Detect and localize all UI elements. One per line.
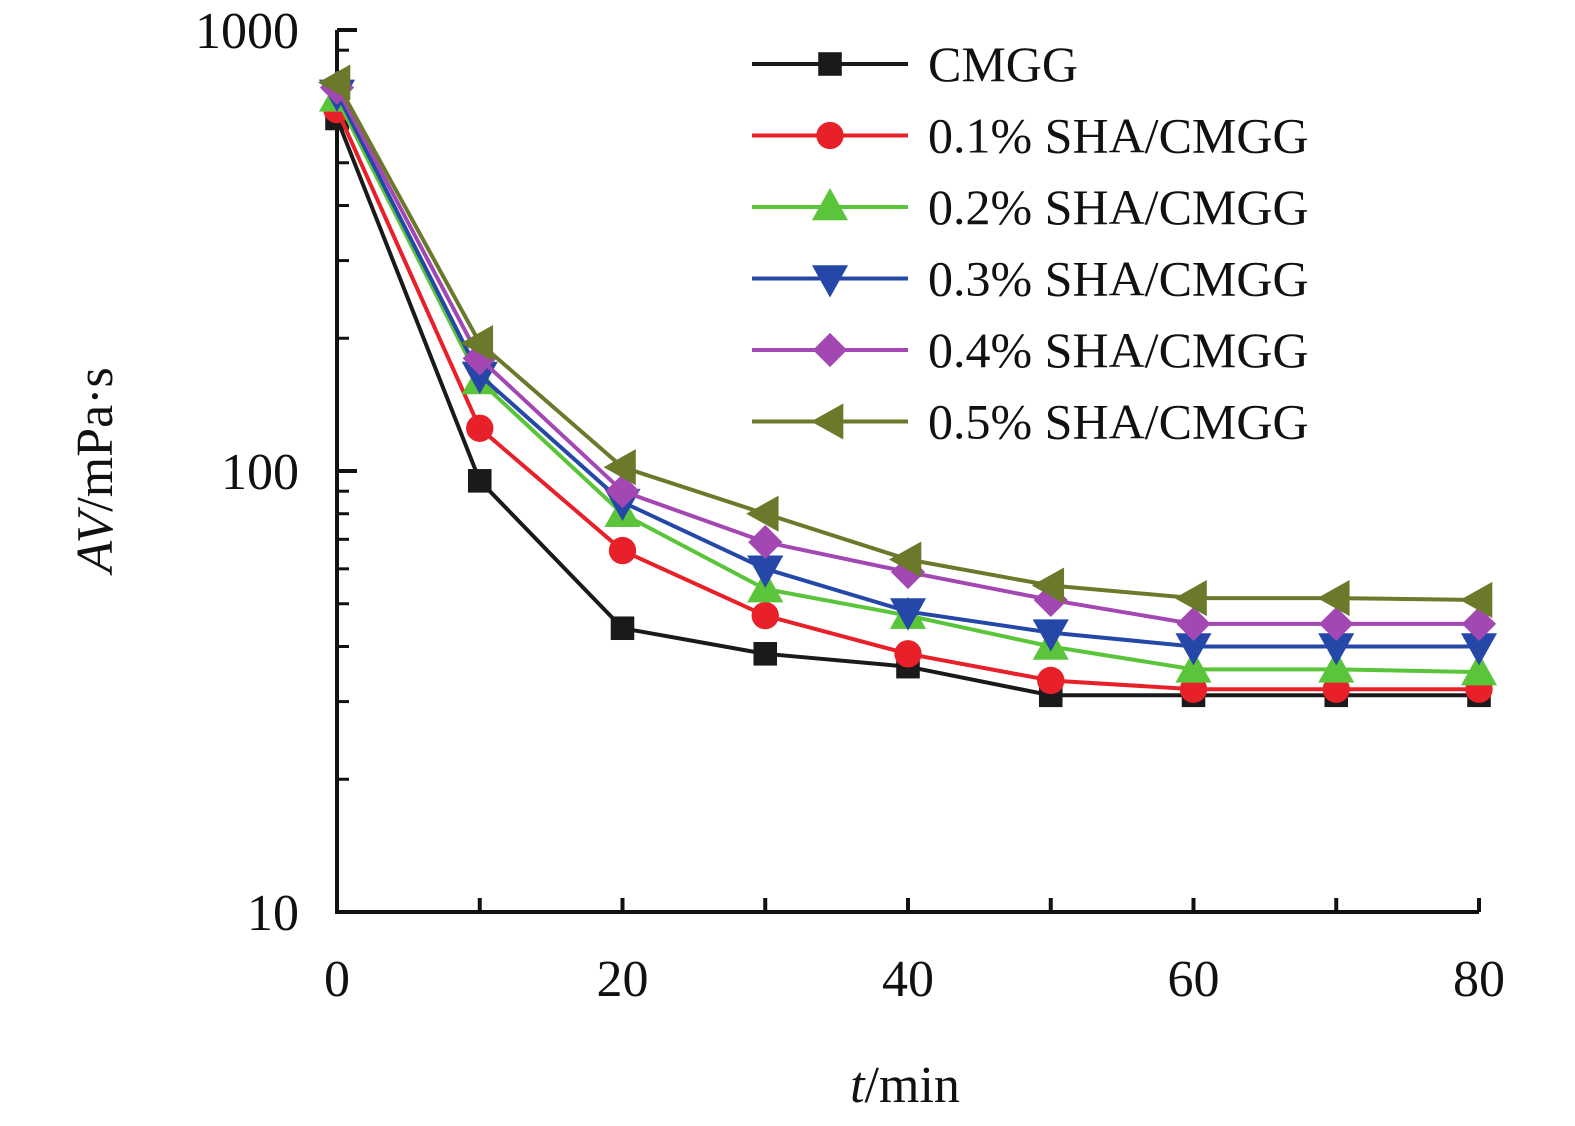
y-tick-label: 1000 — [195, 3, 299, 60]
data-point — [894, 640, 922, 668]
data-point — [467, 469, 492, 493]
data-point — [1460, 653, 1498, 686]
legend: CMGG 0.1% SHA/CMGG 0.2% SHA/CMGG 0.3% SHA/C… — [752, 36, 1309, 450]
data-point — [1461, 606, 1497, 642]
data-point — [608, 536, 637, 565]
data-point — [753, 642, 778, 666]
data-point — [1460, 633, 1498, 666]
data-point — [1037, 666, 1065, 695]
data-point — [318, 64, 351, 101]
legend-marker — [818, 52, 842, 76]
x-tick-label: 0 — [324, 951, 350, 1008]
legend-marker — [812, 332, 848, 368]
legend-item: 0.5% SHA/CMGG — [752, 394, 1309, 450]
legend-item: 0.2% SHA/CMGG — [752, 179, 1309, 235]
y-tick-label: 10 — [247, 885, 299, 942]
x-tick-label: 40 — [882, 951, 934, 1008]
data-point — [1317, 580, 1350, 617]
x-tick-label: 60 — [1168, 951, 1220, 1008]
data-point — [747, 555, 784, 588]
series-6 — [318, 64, 1493, 619]
data-point — [1032, 619, 1069, 652]
legend-label: 0.1% SHA/CMGG — [928, 108, 1309, 164]
data-point — [746, 495, 779, 532]
legend-item: 0.4% SHA/CMGG — [752, 322, 1309, 378]
data-point — [610, 616, 635, 641]
y-axis-label: AV/mPa·s — [67, 367, 124, 575]
legend-marker — [811, 403, 844, 440]
legend-item: 0.1% SHA/CMGG — [752, 108, 1309, 164]
data-point — [605, 474, 640, 509]
data-point — [1318, 633, 1355, 666]
data-point — [466, 414, 494, 442]
legend-item: CMGG — [752, 36, 1078, 92]
data-point — [1033, 582, 1068, 618]
x-axis-label: t/min — [850, 1057, 960, 1114]
data-point — [461, 361, 498, 395]
legend-marker — [816, 121, 844, 150]
legend-label: 0.5% SHA/CMGG — [928, 394, 1309, 450]
data-point — [748, 524, 783, 560]
data-point — [889, 598, 927, 631]
data-point — [1460, 581, 1493, 619]
legend-marker — [811, 265, 849, 298]
y-tick-label: 100 — [221, 444, 299, 501]
data-point — [460, 325, 494, 362]
data-point — [1175, 633, 1212, 666]
legend-label: 0.2% SHA/CMGG — [928, 179, 1309, 235]
data-point — [1175, 650, 1212, 683]
data-point — [1319, 606, 1354, 642]
data-point — [751, 601, 779, 630]
data-point — [1031, 567, 1065, 604]
legend-label: 0.3% SHA/CMGG — [928, 251, 1309, 307]
x-tick-label: 80 — [1453, 951, 1505, 1008]
x-tick-label: 20 — [597, 951, 649, 1008]
legend-marker — [811, 188, 849, 221]
data-point — [603, 449, 636, 486]
legend-label: CMGG — [928, 36, 1078, 92]
series-layer — [318, 64, 1498, 708]
legend-item: 0.3% SHA/CMGG — [752, 251, 1309, 307]
series-3 — [318, 79, 1498, 686]
axes: 10 100 1000 0 20 40 60 80 — [195, 3, 1505, 1008]
data-point — [1174, 580, 1207, 617]
data-point — [1318, 650, 1355, 683]
data-point — [889, 541, 922, 578]
legend-label: 0.4% SHA/CMGG — [928, 322, 1309, 378]
data-point — [1176, 606, 1211, 642]
